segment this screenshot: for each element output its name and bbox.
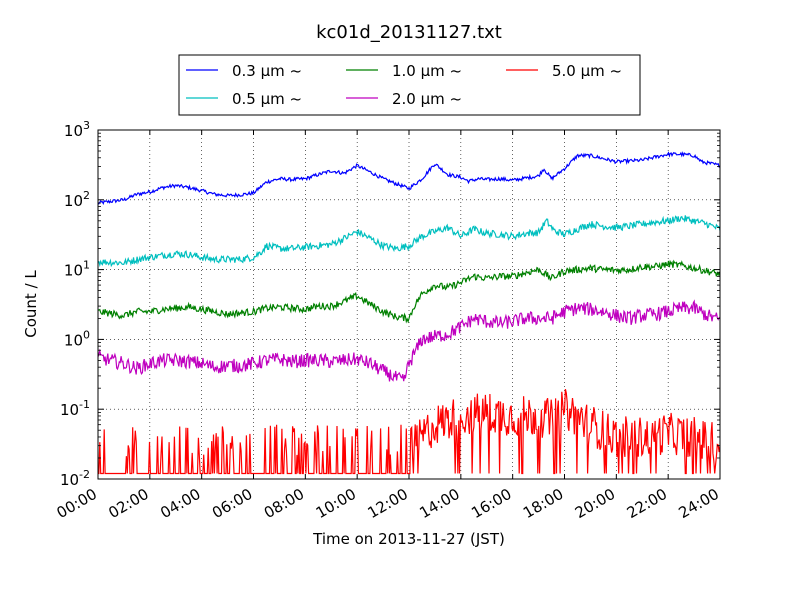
y-tick-label: 100 [64, 328, 90, 349]
y-tick-exponent: 1 [83, 259, 90, 272]
series-group [98, 151, 720, 475]
legend: 0.3 μm ~ 0.5 μm ~ 1.0 μm ~ 2.0 μm ~ 5.0 μm ~ [178, 54, 641, 116]
y-tick-label: 10-2 [60, 468, 90, 489]
chart-title: kc01d_20131127.txt [316, 22, 502, 43]
y-tick-exponent: -2 [79, 468, 90, 481]
y-tick-base: 10 [64, 262, 83, 280]
y-tick-label: 103 [64, 119, 90, 140]
y-tick-label: 10-1 [60, 398, 90, 419]
legend-label: 1.0 μm ~ [392, 62, 462, 80]
series-line [98, 259, 720, 324]
y-axis-label: Count / L [22, 270, 40, 338]
legend-label: 0.5 μm ~ [232, 90, 302, 108]
legend-label: 0.3 μm ~ [232, 62, 302, 80]
legend-label: 5.0 μm ~ [552, 62, 622, 80]
y-tick-exponent: 2 [83, 189, 90, 202]
series-line [98, 215, 720, 268]
y-tick-exponent: 3 [83, 119, 90, 132]
y-tick-exponent: 0 [83, 328, 90, 341]
y-tick-label: 101 [64, 259, 90, 280]
legend-box [178, 54, 641, 116]
x-axis-label: Time on 2013-11-27 (JST) [312, 530, 505, 548]
y-tick-exponent: -1 [79, 398, 90, 411]
y-tick-base: 10 [60, 401, 79, 419]
y-tick-base: 10 [64, 122, 83, 140]
series-line [98, 299, 720, 382]
series-line [98, 151, 720, 206]
legend-label: 2.0 μm ~ [392, 90, 462, 108]
y-tick-label: 102 [64, 189, 90, 210]
series-line [98, 388, 720, 475]
y-tick-base: 10 [64, 331, 83, 349]
y-tick-base: 10 [64, 192, 83, 210]
y-tick-base: 10 [60, 471, 79, 489]
